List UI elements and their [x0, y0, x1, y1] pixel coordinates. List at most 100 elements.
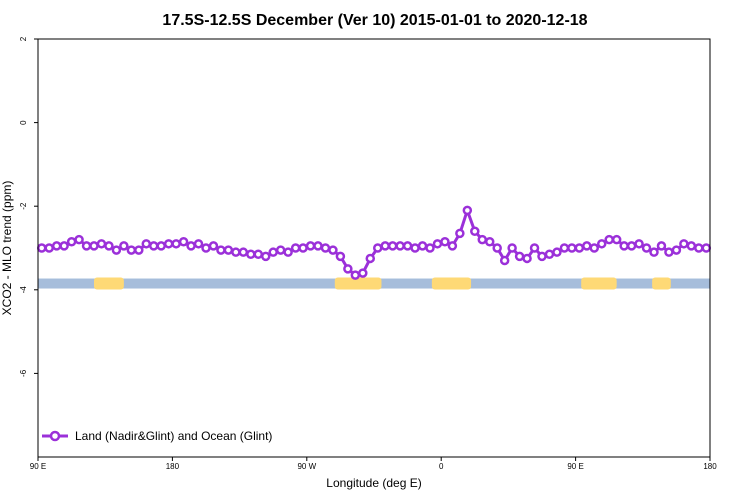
x-tick-label: 90 E: [30, 462, 46, 471]
data-point: [641, 243, 652, 253]
plot-frame: [37, 38, 711, 458]
x-tick-label: 0: [439, 462, 444, 471]
data-point: [537, 251, 547, 262]
surface-bar: [38, 277, 710, 290]
data-point: [148, 241, 159, 251]
data-point: [51, 241, 62, 251]
data-point: [156, 241, 166, 251]
data-point: [208, 241, 219, 251]
data-point: [358, 268, 368, 278]
data-point: [596, 239, 607, 249]
data-point: [507, 243, 517, 253]
data-point: [201, 243, 211, 253]
data-point: [402, 241, 413, 251]
data-point: [126, 245, 137, 255]
data-point: [432, 239, 443, 249]
data-point: [679, 239, 689, 249]
data-point: [455, 228, 465, 239]
data-point: [447, 241, 458, 251]
data-point: [694, 243, 704, 253]
data-point: [186, 241, 196, 251]
data-point: [335, 251, 346, 262]
data-point: [275, 245, 286, 255]
data-point: [552, 247, 562, 257]
data-point: [253, 249, 264, 260]
data-point: [81, 241, 92, 251]
data-point: [36, 243, 47, 253]
data-point: [604, 234, 614, 245]
data-point: [96, 239, 107, 249]
data-point: [193, 239, 204, 249]
legend-marker: [49, 430, 61, 442]
data-point: [119, 241, 129, 251]
data-point: [477, 234, 488, 245]
data-point: [440, 236, 450, 247]
data-point: [268, 247, 278, 257]
data-point: [59, 241, 69, 251]
data-point: [320, 243, 331, 253]
data-point: [387, 241, 398, 251]
data-point: [611, 234, 622, 245]
y-tick-label: -4: [19, 286, 28, 294]
data-point: [290, 243, 301, 253]
chart-title: 17.5S-12.5S December (Ver 10) 2015-01-01…: [162, 12, 587, 29]
y-tick-label: -6: [19, 369, 28, 377]
data-point: [74, 234, 84, 245]
data-point: [111, 245, 122, 255]
y-tick-label: 0: [19, 120, 28, 125]
data-point: [44, 243, 54, 253]
data-point: [178, 236, 189, 247]
data-point: [343, 264, 353, 274]
data-point: [246, 249, 256, 260]
data-point: [649, 247, 659, 257]
data-point: [470, 226, 480, 237]
x-tick-label: 90 E: [567, 462, 583, 471]
data-point: [701, 243, 712, 253]
data-point: [529, 243, 540, 253]
data-point: [410, 243, 420, 253]
series-layer: [36, 205, 712, 280]
data-point: [656, 241, 667, 251]
x-tick-label: 180: [166, 462, 180, 471]
data-point: [567, 243, 577, 253]
data-point: [171, 239, 181, 249]
data-point: [66, 236, 77, 247]
legend: Land (Nadir&Glint) and Ocean (Glint): [42, 429, 272, 443]
y-axis: 2 0 -2 -4 -6: [19, 36, 38, 377]
data-point: [283, 247, 293, 257]
data-point: [298, 243, 308, 253]
data-point: [223, 245, 234, 255]
land-segment: [334, 277, 382, 290]
data-point: [425, 243, 435, 253]
data-point: [664, 247, 674, 257]
x-axis-label: Longitude (deg E): [326, 476, 421, 490]
data-point: [619, 241, 629, 251]
data-point: [559, 243, 570, 253]
data-point: [417, 241, 428, 251]
data-point: [492, 243, 502, 253]
data-point: [313, 241, 323, 251]
x-axis: 90 E 180 90 W 0 90 E 180: [30, 457, 717, 471]
data-point: [372, 243, 383, 253]
data-point: [574, 243, 585, 253]
data-point: [462, 205, 473, 216]
y-tick-label: -2: [19, 202, 28, 210]
land-segment: [652, 277, 671, 290]
data-point: [634, 239, 644, 249]
land-segment: [581, 277, 617, 290]
data-point: [260, 251, 271, 262]
data-point: [395, 241, 405, 251]
data-point: [305, 241, 316, 251]
data-point: [484, 236, 495, 247]
data-point: [104, 241, 114, 251]
data-point: [514, 251, 525, 262]
data-point: [216, 245, 226, 255]
data-point: [686, 241, 697, 251]
data-point: [365, 253, 376, 264]
data-point: [231, 247, 241, 257]
data-point: [163, 239, 174, 249]
data-point: [134, 245, 144, 255]
data-point: [89, 241, 99, 251]
land-segment: [94, 277, 124, 290]
x-tick-label: 180: [703, 462, 717, 471]
